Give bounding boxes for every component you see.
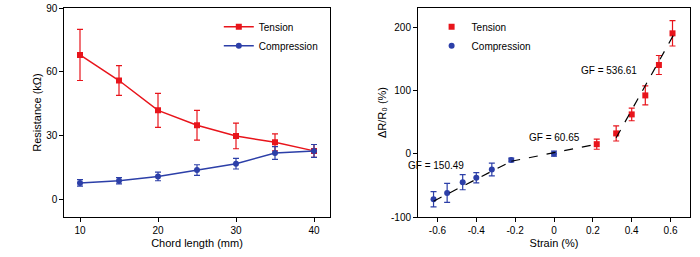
- svg-text:Compression: Compression: [472, 41, 531, 52]
- svg-text:GF = 536.61: GF = 536.61: [581, 65, 637, 76]
- svg-text:90: 90: [46, 3, 58, 14]
- svg-text:Strain (%): Strain (%): [530, 237, 579, 249]
- svg-text:Tension: Tension: [259, 22, 293, 33]
- svg-text:0.2: 0.2: [586, 225, 600, 236]
- svg-text:0: 0: [52, 194, 58, 205]
- svg-text:0.4: 0.4: [625, 225, 639, 236]
- svg-text:0.6: 0.6: [664, 225, 678, 236]
- svg-text:Compression: Compression: [259, 41, 318, 52]
- svg-text:20: 20: [152, 225, 164, 236]
- svg-text:30: 30: [230, 225, 242, 236]
- svg-text:0: 0: [551, 225, 557, 236]
- svg-text:40: 40: [308, 225, 320, 236]
- svg-text:Resistance (kΩ): Resistance (kΩ): [31, 73, 43, 152]
- svg-text:30: 30: [46, 130, 58, 141]
- svg-text:Tension: Tension: [472, 22, 506, 33]
- svg-text:-100: -100: [391, 212, 411, 223]
- svg-text:10: 10: [74, 225, 86, 236]
- svg-text:ΔR/R₀ (%): ΔR/R₀ (%): [376, 87, 388, 138]
- svg-text:GF = 150.49: GF = 150.49: [408, 160, 464, 171]
- svg-text:-0.6: -0.6: [429, 225, 447, 236]
- svg-text:200: 200: [394, 22, 411, 33]
- svg-text:Chord length (mm): Chord length (mm): [151, 237, 243, 249]
- svg-text:0: 0: [405, 148, 411, 159]
- svg-text:100: 100: [394, 85, 411, 96]
- svg-text:GF = 60.65: GF = 60.65: [529, 132, 580, 143]
- svg-text:-0.4: -0.4: [468, 225, 486, 236]
- svg-text:-0.2: -0.2: [507, 225, 525, 236]
- svg-text:60: 60: [46, 66, 58, 77]
